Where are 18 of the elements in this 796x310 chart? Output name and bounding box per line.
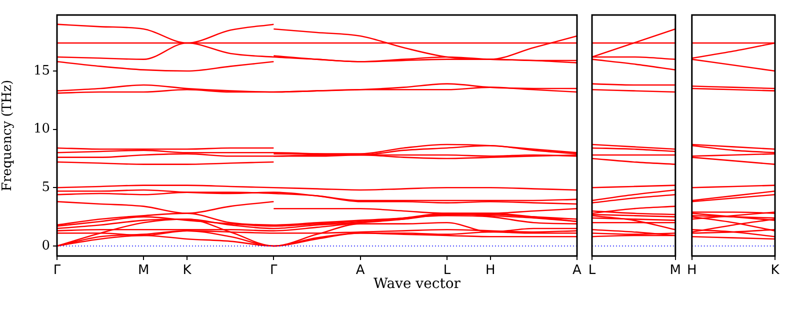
x-tick-label: L [443, 263, 452, 278]
x-tick-label: M [670, 263, 681, 278]
y-tick-label: 10 [33, 122, 50, 137]
y-tick-label: 15 [33, 63, 50, 78]
x-tick-label: L [588, 263, 596, 278]
x-tick-label: H [686, 263, 697, 278]
x-axis-title: Wave vector [374, 276, 460, 292]
x-tick-label: K [770, 263, 780, 278]
x-tick-label: M [138, 263, 150, 278]
x-tick-label: A [572, 263, 582, 278]
x-tick-label: K [182, 263, 192, 278]
y-axis-title: Frequency (THz) [0, 80, 16, 192]
x-tick-label: A [356, 263, 365, 278]
y-tick-label: 5 [42, 180, 50, 196]
x-tick-label: Γ [53, 263, 62, 278]
y-tick-label: 0 [42, 238, 50, 254]
x-tick-label: Γ [270, 263, 278, 278]
x-tick-label: H [485, 263, 496, 278]
